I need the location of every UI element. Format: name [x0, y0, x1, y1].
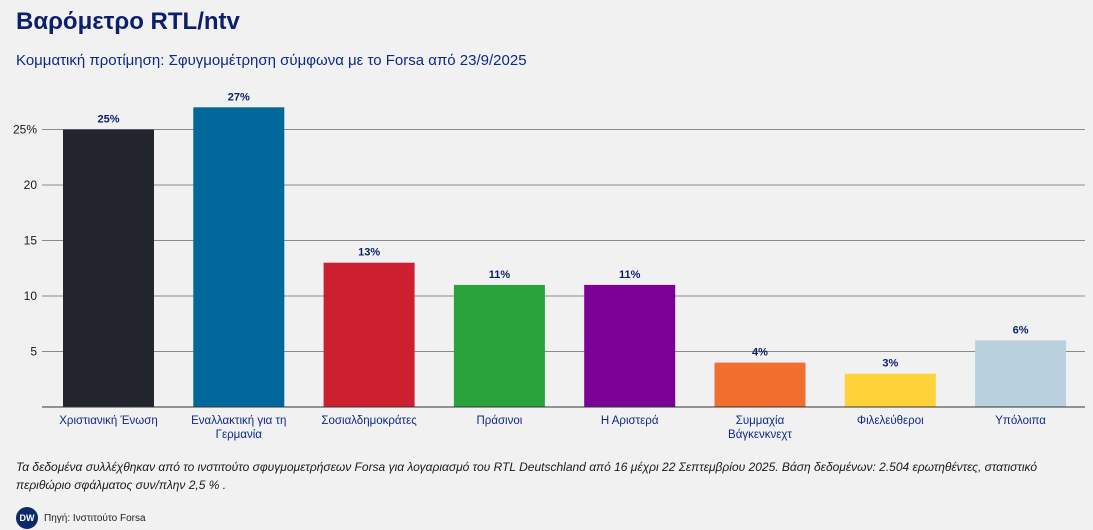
bar — [193, 107, 285, 408]
x-category-label: Η Αριστερά — [601, 415, 659, 427]
dw-logo-icon: DW — [16, 507, 38, 529]
bar — [714, 362, 806, 407]
bar-value-label: 6% — [1013, 324, 1029, 336]
y-tick-label: 10 — [24, 289, 38, 303]
bar-value-label: 11% — [489, 269, 511, 281]
bar — [844, 373, 936, 407]
bar — [975, 340, 1067, 407]
bar-value-label: 3% — [882, 358, 898, 370]
bar-value-label: 4% — [752, 347, 768, 359]
methodology-note: Τα δεδομένα συλλέχθηκαν από το ινστιτούτ… — [16, 460, 1038, 492]
x-category-label: Εναλλακτική για τη Γερμανία — [191, 415, 286, 441]
bar-value-label: 25% — [97, 114, 119, 126]
bar — [323, 262, 415, 407]
x-category-label: Πράσινοι — [476, 415, 522, 427]
x-category-label: Φιλελεύθεροι — [857, 415, 924, 427]
y-tick-label: 20 — [24, 178, 38, 192]
source-text: Πηγή: Ινστιτούτο Forsa — [44, 512, 146, 524]
bar — [63, 129, 154, 407]
x-category-label: Υπόλοιπα — [995, 415, 1046, 427]
y-tick-label: 5 — [30, 345, 37, 359]
bar-chart: 5 10 15 20 25% 25% 27% 13% 11% 11% 4% 3% 6% Χριστιανι… — [13, 91, 1085, 441]
chart-subtitle: Κομματική προτίμηση: Σφυγμομέτρηση σύμφω… — [16, 52, 527, 69]
bar — [584, 284, 676, 407]
bar-value-label: 13% — [358, 247, 380, 259]
y-tick-label: 15 — [24, 234, 38, 248]
x-category-label: Σοσιαλδημοκράτες — [321, 415, 417, 427]
bar — [453, 284, 545, 407]
y-tick-label: 25% — [13, 123, 37, 137]
bar-value-label: 27% — [228, 91, 250, 103]
source-line: DW Πηγή: Ινστιτούτο Forsa — [16, 507, 146, 529]
bar-value-label: 11% — [619, 269, 641, 281]
chart-title: Βαρόμετρο RTL/ntv — [16, 8, 240, 35]
x-category-label: Χριστιανική Ένωση — [59, 415, 158, 427]
x-category-label: Συμμαχία Βάγκενκνεχτ — [728, 415, 792, 441]
